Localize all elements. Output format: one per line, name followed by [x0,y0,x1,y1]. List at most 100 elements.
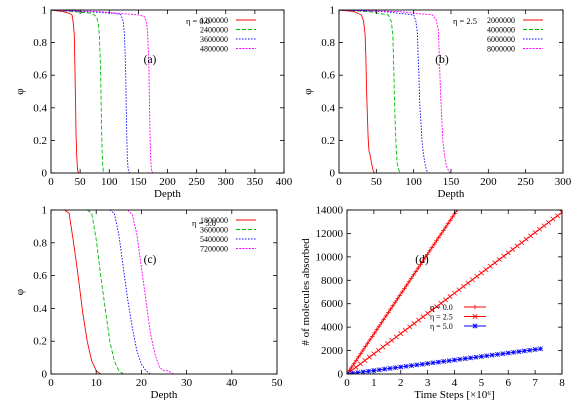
y-tick-label: 0.8 [33,37,47,49]
y-tick-label: 0.4 [33,303,47,315]
legend-item: 2400000 [200,26,256,35]
series-line-4000000 [339,10,401,173]
series-marker [505,250,511,256]
series-marker [357,361,363,367]
series-marker [416,317,422,323]
series-marker [492,260,498,266]
y-tick-label: 10000 [316,251,344,263]
x-tick-label: 200 [159,176,176,188]
series-marker [370,334,375,339]
series-marker [435,359,441,365]
series-marker [457,356,463,362]
x-axis-label: Depth [151,389,178,400]
series-marker [489,352,495,358]
series-marker [393,334,399,340]
y-axis-label: # of molecules absorbed [300,238,312,346]
series-line-3600000 [86,210,124,374]
legend-item: η = 5.0 [430,322,486,331]
x-tick-label: 250 [517,176,534,188]
legend-label: 4000000 [487,26,515,35]
legend-label: 2000000 [487,16,515,25]
series-marker [372,330,377,336]
series-marker [460,283,466,289]
x-tick-label: 2 [398,377,404,389]
series-marker [468,355,474,361]
series-marker [452,357,457,363]
x-tick-label: 1 [371,377,377,389]
y-tick-label: 1 [42,205,48,217]
series-marker [427,248,432,254]
x-tick-label: 7 [532,377,538,389]
series-marker [474,273,480,279]
series-marker [510,246,516,252]
x-tick-label: 4 [452,377,458,389]
x-tick-label: 40 [226,377,238,389]
series-marker [521,348,527,354]
x-tick-label: 100 [405,176,422,188]
series-marker [347,371,350,374]
series-marker [425,310,431,316]
series-marker [397,293,402,298]
panel-label: (d) [415,254,429,266]
legend-label: 4800000 [200,45,228,54]
series-marker [452,290,457,296]
series-marker [353,364,359,370]
series-marker [483,267,489,273]
series-marker [384,341,390,347]
series-marker [446,358,452,364]
legend-label: 3600000 [200,35,228,44]
legend-label: η = 2.5 [430,313,453,322]
x-tick-label: 200 [480,176,497,188]
series-marker [355,370,361,374]
series-marker [362,358,368,364]
y-tick-label: 0.4 [33,102,47,114]
series-line-1200000 [51,10,80,173]
y-tick-label: 14000 [316,205,344,217]
series-marker [537,226,543,232]
series-marker [418,262,423,267]
plot-frame [338,9,564,174]
series-marker [559,210,562,215]
legend-label: η = 0.0 [430,303,453,312]
legend-item: 4800000 [200,45,256,54]
series-marker [388,306,393,312]
y-tick-label: 6000 [321,298,344,310]
y-tick-label: 0.8 [33,237,47,249]
series-marker [473,354,479,360]
series-marker [367,337,373,343]
series-marker [546,219,552,225]
series-marker [415,265,421,271]
x-tick-label: 50 [272,377,284,389]
series-marker [392,365,398,371]
series-marker [404,282,409,288]
legend-label: η = 5.0 [430,322,453,331]
series-marker [441,228,446,233]
x-tick-label: 20 [136,377,148,389]
chart-panel-3: 0 10 20 30 40 50 0 0.2 0.4 0.6 0.8 1 Depth φ (c) η = 5.… [14,205,284,402]
series-marker [478,270,484,276]
series-marker [380,344,386,350]
series-line-7200000 [127,210,174,374]
series-marker [505,350,511,356]
series-marker [381,317,386,322]
legend-label: 7200000 [200,245,228,254]
legend-item: 1800000 [200,216,256,225]
series-marker [429,307,435,313]
legend-item: 2000000 [487,16,543,25]
series-marker [436,235,442,240]
series-marker [441,358,447,364]
x-tick-label: 100 [101,176,118,188]
series-marker [348,368,354,374]
x-tick-label: 150 [443,176,460,188]
panel-label: (b) [435,54,449,66]
series-marker [386,310,391,315]
legend-label: 1200000 [200,16,228,25]
series-marker [411,320,417,326]
legend-item: η = 0.0 [430,303,486,312]
series-marker [420,259,425,264]
series-line-2000000 [339,10,376,173]
y-tick-label: 12000 [316,228,344,240]
series-marker [532,347,538,352]
y-tick-label: 0.2 [321,135,335,147]
